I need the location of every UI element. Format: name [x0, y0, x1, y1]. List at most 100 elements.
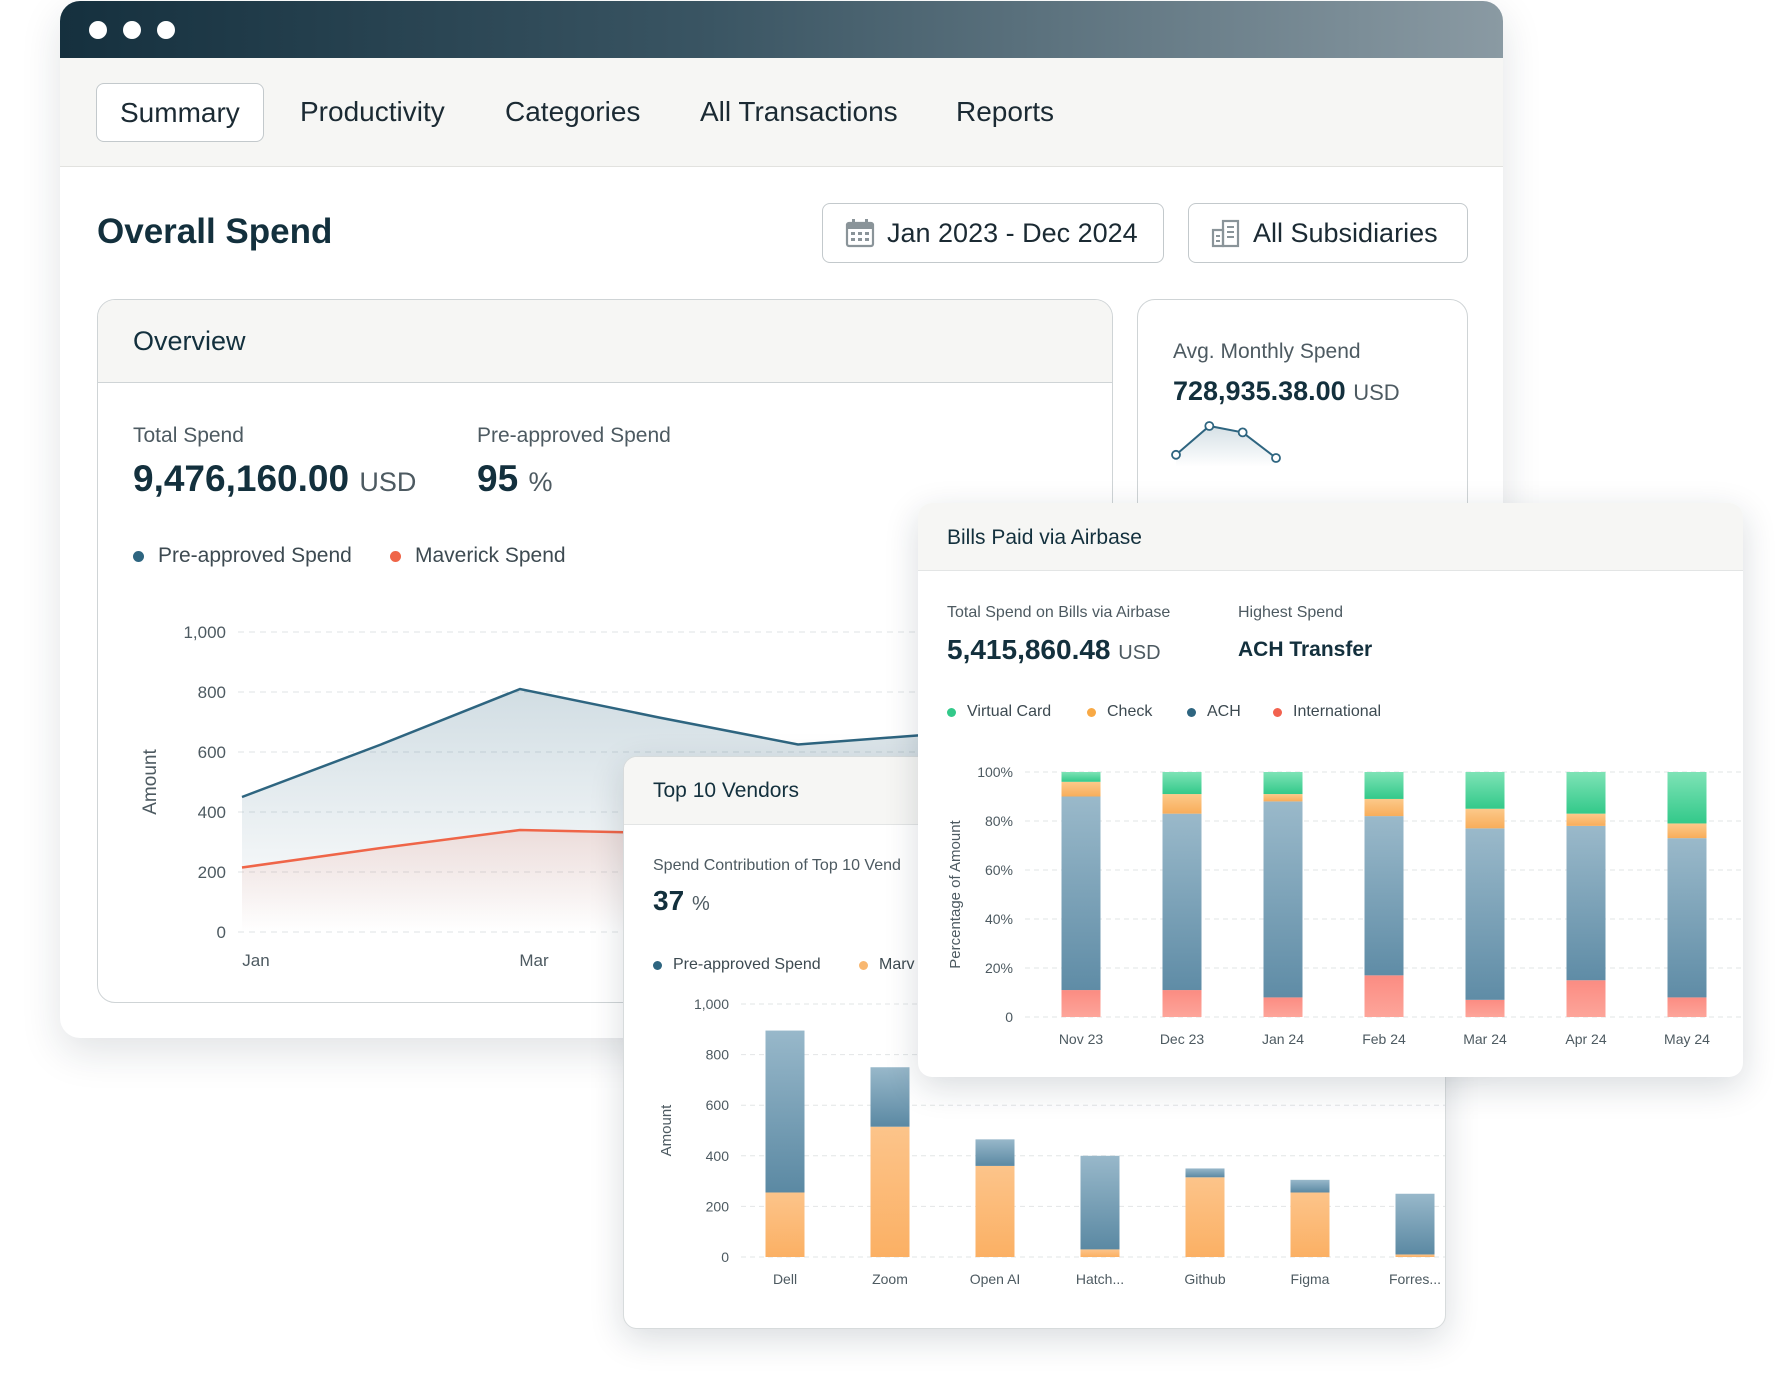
vendors-y-axis-label: Amount [658, 1104, 675, 1157]
highest-spend-value: ACH Transfer [1238, 638, 1373, 661]
bills-bar-international [1263, 997, 1303, 1017]
subsidiary-button[interactable]: All Subsidiaries [1188, 203, 1468, 263]
vendor-contribution-number: 37 [653, 885, 685, 916]
vendors-stacked-bar-chart: 0 200 400 600 800 1,000 Amount Dell Zoom Open AI H… [658, 996, 1445, 1287]
avg-monthly-sparkline [1171, 421, 1281, 467]
vendors-bar-marv [1080, 1249, 1120, 1257]
vendors-y-tick-label: 200 [706, 1198, 730, 1214]
bills-y-tick-label: 40% [985, 911, 1013, 927]
bills-x-tick-label: May 24 [1664, 1031, 1710, 1047]
bills-bar-ach [1263, 801, 1303, 998]
tab-reports[interactable]: Reports [956, 96, 1055, 127]
bills-bar-international [1465, 999, 1505, 1017]
bills-bar-virtual-card [1566, 772, 1606, 814]
vendors-y-tick-label: 1,000 [694, 996, 729, 1012]
vendors-bar-marv [1185, 1177, 1225, 1257]
vendors-x-tick-label: Figma [1291, 1271, 1330, 1287]
bills-x-tick-label: Nov 23 [1059, 1031, 1104, 1047]
vendors-bar-marv [1290, 1192, 1330, 1257]
bills-bar-check [1162, 794, 1202, 814]
vendors-bar-pre-approved-spend [1395, 1193, 1435, 1255]
title-bar [60, 1, 1503, 58]
vendors-x-tick-label: Open AI [970, 1271, 1021, 1287]
bills-total-number: 5,415,860.48 [947, 634, 1111, 665]
bills-legend-international-dot [1273, 707, 1282, 717]
bills-total-unit: USD [1118, 642, 1161, 664]
vendors-x-tick-label: Forres... [1389, 1271, 1441, 1287]
bills-legend-check: Check [1087, 703, 1152, 721]
vendors-y-tick-label: 800 [706, 1047, 730, 1063]
bills-legend-international: International [1273, 703, 1381, 721]
overview-x-tick-label: Jan [242, 951, 269, 970]
preapproved-value: 95 % [477, 458, 552, 500]
window-close-dot[interactable] [89, 21, 107, 39]
bills-x-tick-label: Mar 24 [1463, 1031, 1507, 1047]
bills-bar-virtual-card [1263, 772, 1303, 795]
tab-all-transactions[interactable]: All Transactions [700, 96, 898, 127]
bills-bar-ach [1061, 796, 1101, 991]
date-range-label: Jan 2023 - Dec 2024 [887, 217, 1138, 248]
bills-y-tick-label: 20% [985, 960, 1013, 976]
bills-bar-virtual-card [1061, 772, 1101, 782]
bills-total-label: Total Spend on Bills via Airbase [947, 604, 1171, 621]
subsidiary-label: All Subsidiaries [1253, 217, 1438, 248]
vendors-x-tick-label: Dell [773, 1271, 797, 1287]
bills-bar-virtual-card [1364, 772, 1404, 799]
bills-bar-virtual-card [1162, 772, 1202, 795]
calendar-icon [845, 219, 875, 248]
bills-card: Bills Paid via Airbase Total Spend on Bi… [918, 503, 1743, 1077]
bills-bar-ach [1667, 838, 1707, 998]
bills-x-tick-label: Jan 24 [1262, 1031, 1304, 1047]
bills-legend-check-dot [1087, 707, 1096, 717]
overview-x-tick-label: Mar [519, 951, 549, 970]
bills-bar-international [1364, 975, 1404, 1017]
bills-bar-check [1667, 823, 1707, 839]
vendors-x-tick-label: Zoom [872, 1271, 908, 1287]
window-minimize-dot[interactable] [123, 21, 141, 39]
bills-bar-check [1364, 798, 1404, 817]
bills-bar-international [1566, 980, 1606, 1017]
sparkline-point [1271, 453, 1281, 463]
bills-y-tick-label: 100% [977, 764, 1013, 780]
vendors-y-tick-label: 600 [706, 1097, 730, 1113]
bills-y-tick-label: 0 [1005, 1009, 1013, 1025]
date-range-button[interactable]: Jan 2023 - Dec 2024 [822, 203, 1164, 263]
bills-x-tick-label: Feb 24 [1362, 1031, 1406, 1047]
window-maximize-dot[interactable] [157, 21, 175, 39]
bills-legend-ach: ACH [1187, 703, 1241, 721]
vendor-legend-maverick-label: Marv [879, 956, 915, 973]
bills-bar-ach [1162, 813, 1202, 991]
legend-maverick: Maverick Spend [390, 544, 566, 568]
overview-y-tick-label: 1,000 [183, 623, 226, 642]
vendors-bar-marv [870, 1126, 910, 1257]
vendors-y-tick-label: 0 [721, 1249, 729, 1265]
bills-header: Bills Paid via Airbase [918, 503, 1743, 571]
total-spend-unit: USD [359, 467, 417, 497]
bills-bar-international [1667, 997, 1707, 1017]
vendor-legend-maverick: Marv [859, 956, 915, 974]
tab-categories[interactable]: Categories [505, 96, 641, 127]
tab-productivity[interactable]: Productivity [300, 96, 445, 127]
bills-bar-ach [1465, 828, 1505, 1000]
legend-preapproved-label: Pre-approved Spend [158, 544, 352, 567]
bills-x-tick-label: Apr 24 [1565, 1031, 1606, 1047]
legend-preapproved: Pre-approved Spend [133, 544, 352, 568]
bills-bar-international [1162, 990, 1202, 1017]
legend-preapproved-dot [133, 550, 144, 562]
preapproved-number: 95 [477, 458, 519, 499]
sparkline-point [1204, 421, 1215, 431]
vendors-bar-marv [765, 1192, 805, 1257]
overview-y-axis-label: Amount [140, 749, 161, 815]
vendor-legend-preapproved-label: Pre-approved Spend [673, 956, 821, 973]
bills-stacked-bar-chart: 0 20% 40% 60% 80% 100% Percentage of Amount Nov… [947, 764, 1743, 1047]
bills-bar-ach [1364, 816, 1404, 976]
total-spend-label: Total Spend [133, 424, 244, 447]
overview-card-header: Overview [98, 300, 1112, 383]
bills-bar-ach [1566, 825, 1606, 981]
bills-legend-virtual-card: Virtual Card [947, 703, 1051, 721]
legend-maverick-label: Maverick Spend [415, 544, 566, 567]
tab-summary[interactable]: Summary [96, 83, 264, 142]
overview-title: Overview [133, 326, 246, 356]
bills-bar-check [1263, 794, 1303, 802]
avg-monthly-value: 728,935.38.00 USD [1173, 376, 1400, 407]
